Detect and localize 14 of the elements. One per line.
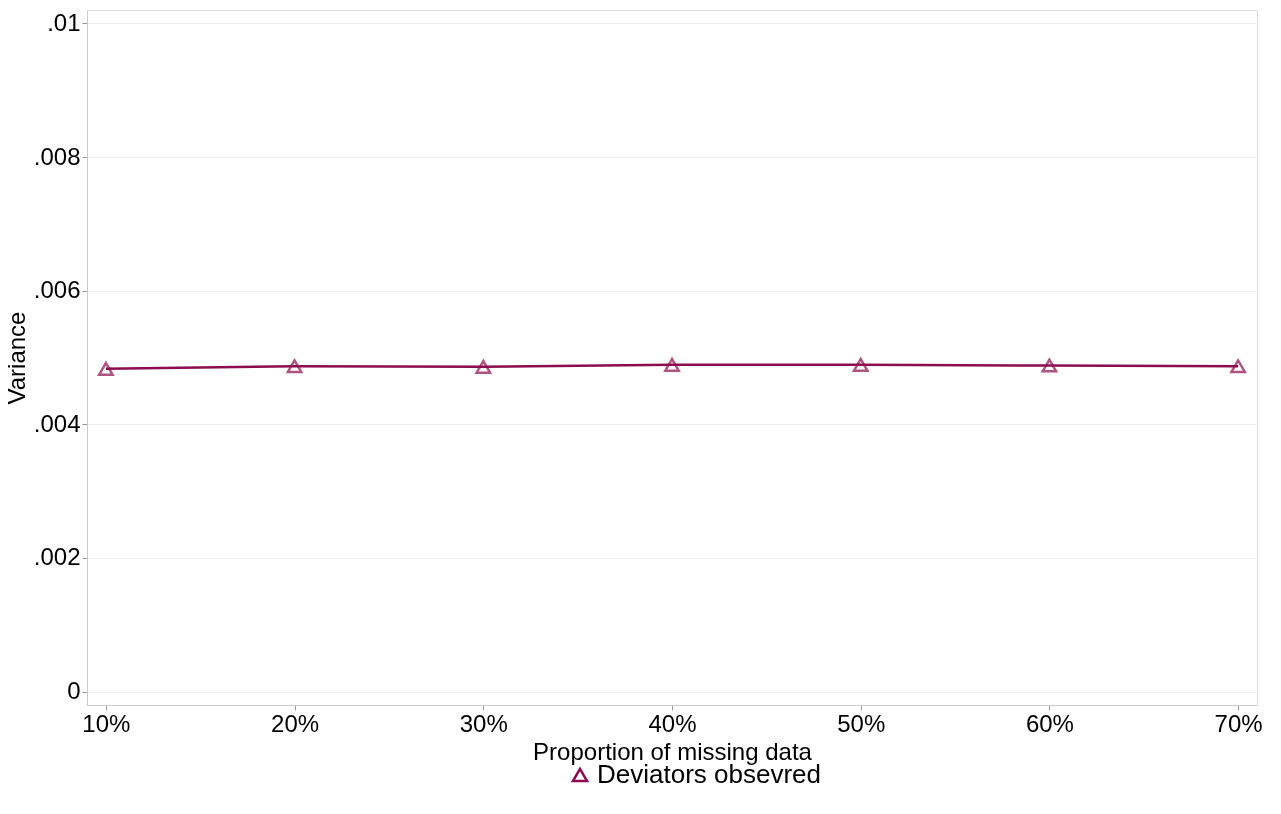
y-tick-label: .002 (33, 543, 81, 571)
y-axis-title: Variance (2, 311, 30, 405)
x-tick-label: 70% (1214, 709, 1263, 737)
x-tick-label: 40% (648, 709, 697, 737)
x-tick-label: 10% (82, 709, 131, 737)
x-tick-label: 60% (1025, 709, 1074, 737)
y-tick-label: .008 (33, 142, 81, 170)
y-tick-label: .004 (33, 409, 81, 437)
x-tick-label: 30% (459, 709, 508, 737)
x-tick-label: 50% (837, 709, 886, 737)
y-tick-label: 0 (67, 677, 81, 705)
y-tick-label: .01 (47, 8, 81, 36)
x-tick-label: 20% (271, 709, 320, 737)
y-tick-label: .006 (33, 276, 81, 304)
